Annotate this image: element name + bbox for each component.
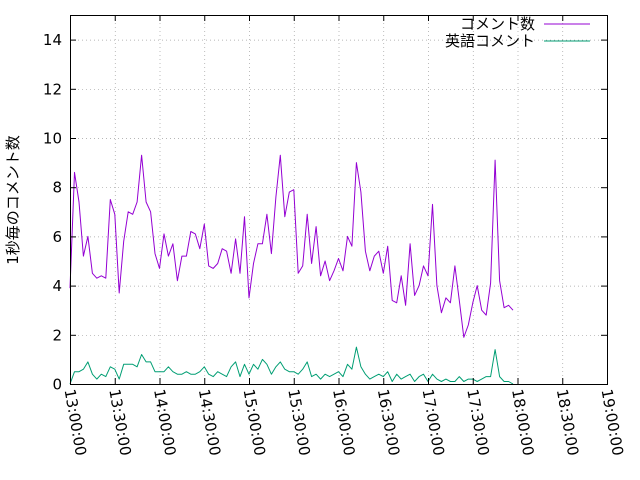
y-axis-label: 1秒毎のコメント数 [4,135,22,265]
x-tick-label: 19:00:00 [598,388,627,457]
grid-lines [70,15,607,384]
x-tick-label: 15:00:00 [240,388,269,457]
y-tick-label: 8 [52,179,62,197]
y-tick-label: 2 [52,326,62,344]
series-line-2 [69,346,514,385]
legend-label-1: コメント数 [460,15,535,33]
x-tick-label: 13:00:00 [61,388,90,457]
x-tick-labels: 13:00:00 13:30:00 14:00:00 14:30:00 15:00:00… [61,388,627,457]
legend-label-2: 英語コメント [445,32,535,50]
y-tick-label: 10 [43,130,62,148]
y-tick-label: 6 [52,228,62,246]
x-tick-label: 17:00:00 [419,388,448,457]
y-tick-label: 0 [52,376,62,394]
x-tick-label: 18:30:00 [553,388,582,457]
series-lines [69,154,514,385]
plot-frame [70,15,608,385]
y-tick-label: 4 [52,277,62,295]
x-tick-label: 13:30:00 [105,388,134,457]
x-tick-label: 18:00:00 [508,388,537,457]
y-tick-label: 12 [43,80,62,98]
x-tick-label: 14:30:00 [195,388,224,457]
y-tick-labels: 0 2 4 6 8 10 12 14 [43,31,62,393]
x-tick-label: 16:30:00 [374,388,403,457]
x-tick-label: 15:30:00 [284,388,313,457]
series-line-1 [69,154,514,338]
x-tick-label: 14:00:00 [150,388,179,457]
x-tick-label: 16:00:00 [329,388,358,457]
y-tick-label: 14 [43,31,62,49]
x-tick-label: 17:30:00 [463,388,492,457]
